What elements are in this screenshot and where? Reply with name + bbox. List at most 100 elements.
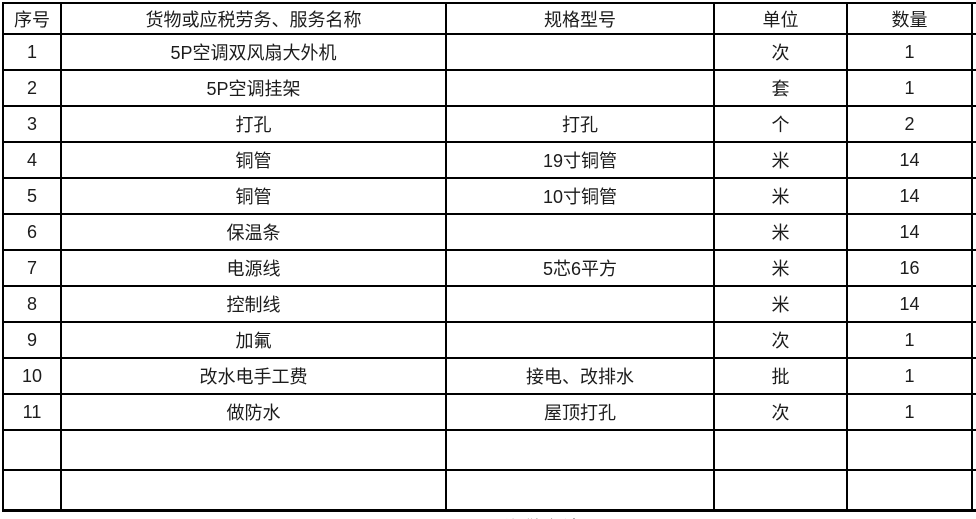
table-row: 2 5P空调挂架 套 1 [2,69,976,107]
cell-no: 11 [2,393,62,431]
cell-qty: 1 [846,357,973,395]
cell-spec [445,285,715,323]
cell-name: 电源线 [60,249,447,287]
cell-next-clipped [971,357,976,395]
table-row: 1 5P空调双风扇大外机 次 1 [2,33,976,71]
cell-name: 控制线 [60,285,447,323]
cell-name [60,429,447,471]
table-row: 10 改水电手工费 接电、改排水 批 1 [2,357,976,395]
col-header-qty: 数量 [846,2,973,35]
cell-no: 1 [2,33,62,71]
cell-no: 5 [2,177,62,215]
cell-qty: 2 [846,105,973,143]
table-row: 5 铜管 10寸铜管 米 14 [2,177,976,215]
cell-qty [846,429,973,471]
cell-unit: 米 [713,213,848,251]
col-header-next-clipped [971,2,976,35]
cell-no: 2 [2,69,62,107]
cell-next-clipped [971,141,976,179]
table-row: 6 保温条 米 14 [2,213,976,251]
cell-spec: 打孔 [445,105,715,143]
cell-no: 3 [2,105,62,143]
cell-next-clipped [971,33,976,71]
cell-name: 改水电手工费 [60,357,447,395]
cell-name [60,469,447,512]
cell-spec [445,213,715,251]
cell-no: 9 [2,321,62,359]
cell-name: 5P空调双风扇大外机 [60,33,447,71]
table-row: 3 打孔 打孔 个 2 [2,105,976,143]
cell-qty: 1 [846,33,973,71]
cell-unit: 米 [713,285,848,323]
cell-qty [846,469,973,512]
cell-unit: 套 [713,69,848,107]
table-row: 9 加氟 次 1 [2,321,976,359]
cell-next-clipped [971,321,976,359]
cell-spec [445,469,715,512]
cell-qty: 14 [846,213,973,251]
cell-name: 打孔 [60,105,447,143]
cell-qty: 14 [846,177,973,215]
cell-unit [713,469,848,512]
header-row: 序号 货物或应税劳务、服务名称 规格型号 单位 数量 [2,2,976,35]
cell-next-clipped [971,69,976,107]
cell-no: 10 [2,357,62,395]
cell-spec: 5芯6平方 [445,249,715,287]
col-header-unit: 单位 [713,2,848,35]
cell-next-clipped [971,285,976,323]
cell-no: 8 [2,285,62,323]
cell-next-clipped [971,177,976,215]
cell-unit: 次 [713,321,848,359]
table-row: 11 做防水 屋顶打孔 次 1 [2,393,976,431]
cell-unit: 米 [713,141,848,179]
cell-next-clipped [971,393,976,431]
table-row-empty [2,469,976,512]
cell-unit: 次 [713,393,848,431]
cell-unit: 米 [713,177,848,215]
cell-next-clipped [971,105,976,143]
table-row-empty [2,429,976,471]
cell-unit: 米 [713,249,848,287]
cell-next-clipped [971,429,976,471]
cell-spec [445,33,715,71]
cell-spec: 接电、改排水 [445,357,715,395]
cell-spec [445,69,715,107]
cell-qty: 1 [846,321,973,359]
cell-no [2,469,62,512]
col-header-spec: 规格型号 [445,2,715,35]
cell-qty: 14 [846,285,973,323]
cell-spec: 19寸铜管 [445,141,715,179]
table-row: 4 铜管 19寸铜管 米 14 [2,141,976,179]
cell-name: 加氟 [60,321,447,359]
cell-name: 保温条 [60,213,447,251]
cell-unit: 次 [713,33,848,71]
cell-spec: 10寸铜管 [445,177,715,215]
cell-next-clipped [971,469,976,512]
cell-name: 铜管 [60,177,447,215]
cell-no: 6 [2,213,62,251]
col-header-name: 货物或应税劳务、服务名称 [60,2,447,35]
cell-name: 5P空调挂架 [60,69,447,107]
cell-qty: 1 [846,393,973,431]
table-row: 8 控制线 米 14 [2,285,976,323]
cell-unit [713,429,848,471]
cell-spec [445,321,715,359]
total-row-clipped: 价税合计 [0,514,976,519]
cell-unit: 批 [713,357,848,395]
cell-unit: 个 [713,105,848,143]
cell-next-clipped [971,249,976,287]
cell-qty: 14 [846,141,973,179]
col-header-no: 序号 [2,2,62,35]
cell-name: 铜管 [60,141,447,179]
cell-no [2,429,62,471]
cell-no: 4 [2,141,62,179]
cell-qty: 16 [846,249,973,287]
cell-spec: 屋顶打孔 [445,393,715,431]
cell-name: 做防水 [60,393,447,431]
cell-next-clipped [971,213,976,251]
cell-spec [445,429,715,471]
cell-no: 7 [2,249,62,287]
table-row: 7 电源线 5芯6平方 米 16 [2,249,976,287]
